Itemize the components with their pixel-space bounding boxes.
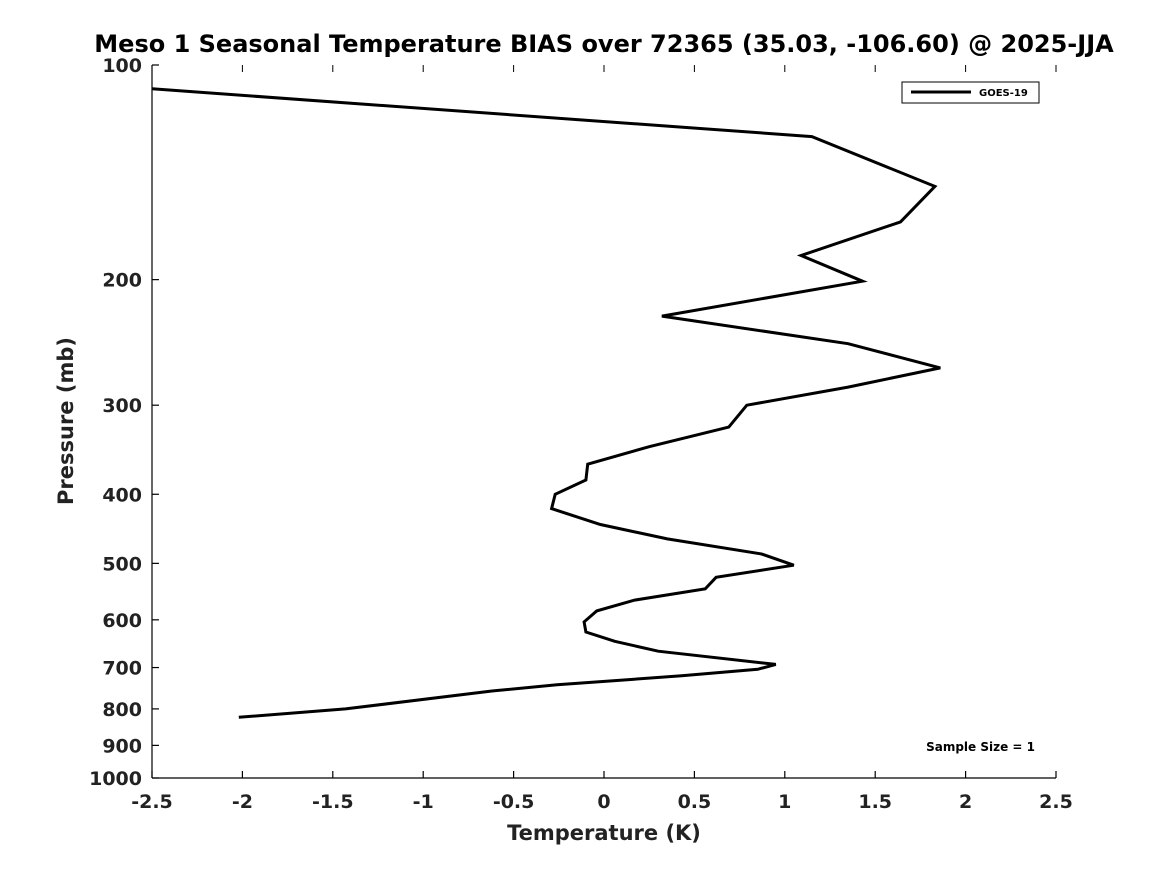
x-tick-label: 2 <box>959 791 972 813</box>
series-line-goes-19 <box>151 87 941 719</box>
x-tick-label: -2.5 <box>131 791 173 813</box>
x-axis-label: Temperature (K) <box>507 821 701 845</box>
y-tick-label: 500 <box>102 553 142 575</box>
y-tick-label: 700 <box>102 658 142 680</box>
series-layer <box>151 87 941 719</box>
y-tick-label: 200 <box>102 270 142 292</box>
legend: GOES-19 <box>901 81 1040 104</box>
y-tick-label: 600 <box>102 610 142 632</box>
y-tick-label: 100 <box>102 55 142 77</box>
x-tick-label: 1.5 <box>858 791 892 813</box>
x-tick-label: 2.5 <box>1039 791 1073 813</box>
y-tick-label: 400 <box>102 484 142 506</box>
chart-title: Meso 1 Seasonal Temperature BIAS over 72… <box>94 30 1114 58</box>
legend-label-goes-19: GOES-19 <box>979 88 1028 99</box>
x-tick-label: -2 <box>232 791 253 813</box>
y-tick-label: 300 <box>102 395 142 417</box>
x-tick-label: 0.5 <box>678 791 712 813</box>
x-tick-label: 0 <box>597 791 610 813</box>
x-axis-ticks: -2.5 -2 -1.5 -1 -0.5 0 0.5 1 1.5 2 2.5 <box>131 65 1073 813</box>
plot-area <box>151 65 1056 779</box>
x-tick-label: -1.5 <box>312 791 354 813</box>
x-tick-label: 1 <box>778 791 791 813</box>
y-axis-ticks: 100 200 300 400 500 600 700 800 900 1000 <box>89 55 159 790</box>
y-tick-label: 900 <box>102 735 142 757</box>
sample-size-annotation: Sample Size = 1 <box>926 740 1035 754</box>
y-tick-label: 800 <box>102 699 142 721</box>
x-tick-label: -1 <box>413 791 434 813</box>
y-tick-label: 1000 <box>89 768 142 790</box>
y-axis-label: Pressure (mb) <box>54 337 78 505</box>
x-tick-label: -0.5 <box>493 791 535 813</box>
